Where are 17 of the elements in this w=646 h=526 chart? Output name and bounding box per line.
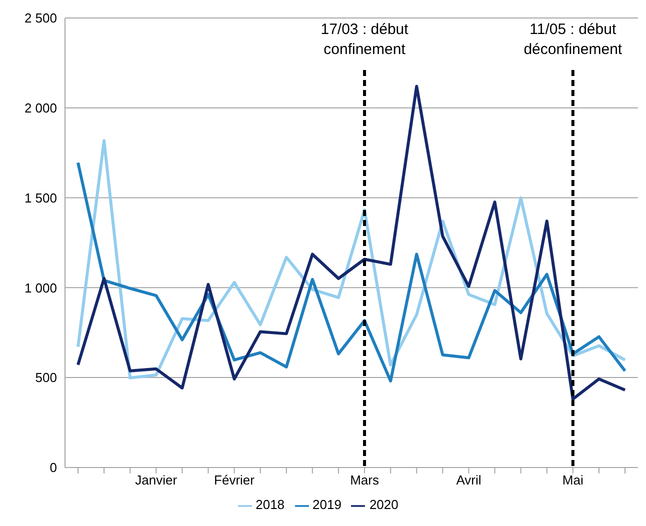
y-tick-label: 2 500 (24, 10, 57, 26)
line-series (76, 84, 626, 401)
y-tick-label: 2 000 (24, 100, 57, 116)
y-tick-label: 500 (35, 370, 57, 386)
ref-line-label: 11/05 : début déconfinement (524, 21, 623, 58)
y-tick-label: 1 000 (24, 280, 57, 296)
y-tick-label: 1 500 (24, 190, 57, 206)
x-tick-label: Février (214, 472, 256, 488)
ref-line-label: 17/03 : début confinement (320, 21, 410, 58)
legend-label: 2020 (369, 497, 398, 512)
x-tick-label: Janvier (135, 472, 178, 488)
x-tick-label: Avril (456, 472, 482, 488)
legend-label: 2019 (312, 497, 342, 512)
x-tick-label: Mai (562, 472, 584, 488)
legend-label: 2018 (256, 497, 285, 512)
y-tick-label: 0 (50, 460, 57, 476)
x-tick-label: Mars (350, 472, 380, 488)
